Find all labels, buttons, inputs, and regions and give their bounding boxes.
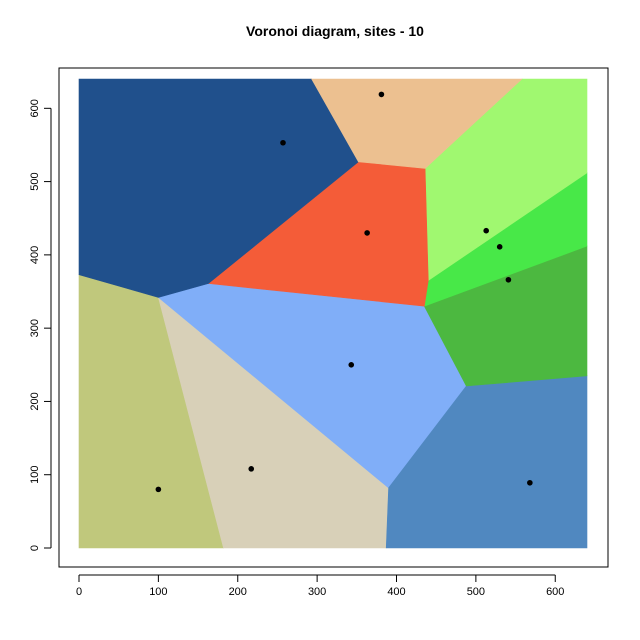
x-tick-label: 0 [76, 586, 82, 598]
y-tick-label: 500 [29, 172, 41, 190]
x-tick-label: 400 [387, 586, 405, 598]
y-tick-label: 400 [29, 246, 41, 264]
plot-box [58, 67, 609, 568]
site-point-2 [248, 466, 255, 472]
chart-title: Voronoi diagram, sites - 10 [246, 23, 424, 39]
site-point-7 [483, 227, 489, 234]
y-tick-label: 200 [29, 392, 41, 410]
x-tick-label: 500 [467, 586, 485, 598]
x-axis: 0 100 200 300 400 500 600 [76, 574, 564, 598]
site-point-4 [527, 479, 533, 486]
x-tick-label: 600 [546, 586, 564, 598]
voronoi-cell-10 [311, 78, 523, 169]
y-tick-label: 0 [29, 545, 41, 551]
x-tick-label: 100 [149, 586, 167, 598]
site-point-3 [348, 361, 355, 368]
y-tick-label: 300 [29, 319, 41, 337]
site-point-9 [280, 139, 286, 146]
site-point-8 [364, 230, 370, 236]
cells-layer [78, 78, 588, 549]
sites-layer [155, 91, 533, 493]
site-point-10 [378, 91, 385, 98]
y-tick-label: 100 [29, 466, 41, 484]
y-axis: 0 100 200 300 400 500 600 [29, 99, 52, 551]
site-point-1 [155, 486, 162, 493]
x-tick-label: 300 [308, 586, 326, 598]
x-tick-label: 200 [229, 586, 247, 598]
site-point-5 [505, 276, 512, 283]
y-tick-label: 600 [29, 99, 41, 117]
site-point-6 [496, 244, 503, 250]
